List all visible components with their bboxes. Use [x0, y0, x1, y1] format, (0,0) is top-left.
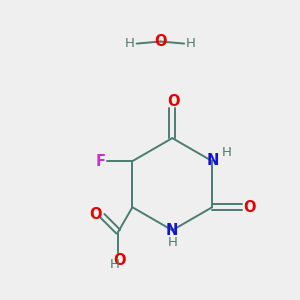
Text: N: N	[207, 153, 219, 168]
Text: O: O	[154, 34, 167, 49]
Text: O: O	[113, 253, 126, 268]
Text: N: N	[166, 223, 178, 238]
Text: F: F	[96, 154, 106, 169]
Text: H: H	[186, 37, 196, 50]
Text: H: H	[167, 236, 177, 249]
Text: O: O	[167, 94, 180, 110]
Text: O: O	[90, 207, 102, 222]
Text: H: H	[110, 258, 120, 271]
Text: H: H	[125, 37, 135, 50]
Text: H: H	[221, 146, 231, 159]
Text: O: O	[243, 200, 256, 215]
